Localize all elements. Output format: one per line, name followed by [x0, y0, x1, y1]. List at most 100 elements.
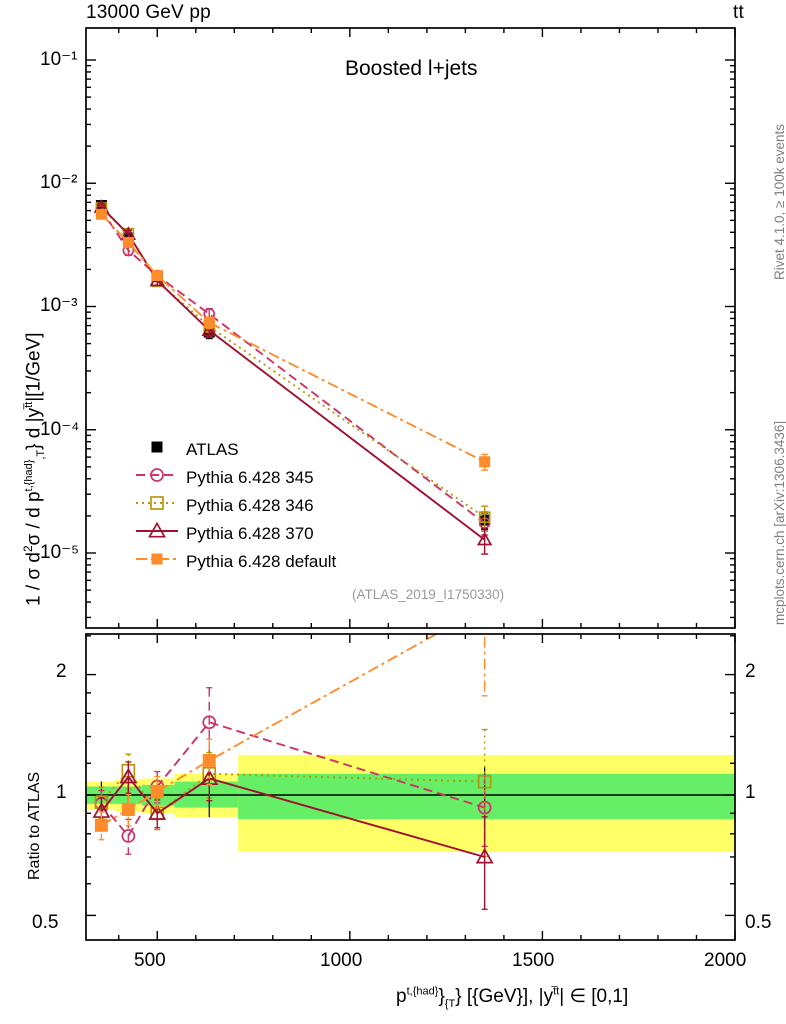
ratio-marker-open-square	[121, 763, 136, 778]
legend-marker-2	[150, 496, 164, 510]
xtick-1500: 1500	[512, 950, 555, 971]
ratio-marker-open-square	[477, 774, 492, 789]
ratio-band-outer	[174, 773, 239, 818]
ratio-line-Pythia-6.428-346	[100, 769, 485, 815]
ratio-ytick-05-right: 0.5	[745, 912, 772, 933]
ratio-marker-filled-square	[202, 753, 216, 767]
ratio-marker-filled-square	[479, 601, 491, 613]
ratio-band-inner	[238, 773, 735, 820]
ratio-marker-open-circle	[94, 797, 109, 811]
ratio-band-inner	[86, 786, 115, 804]
main-marker-open-circle	[151, 269, 164, 282]
main-marker-filled-square	[151, 270, 163, 282]
main-ylabel: 1 / σ d2σ / d pt,{had},T} d |yt̅t|[1/GeV…	[22, 332, 48, 606]
ytick-1e-3: 10⁻³	[40, 295, 78, 316]
ratio-ytick-1-left: 1	[56, 782, 67, 803]
ratio-marker-filled-square	[94, 818, 108, 832]
legend-marker-3	[148, 521, 166, 538]
ytick-1e-2: 10⁻²	[40, 172, 78, 193]
legend-label-345: Pythia 6.428 345	[186, 468, 314, 487]
ratio-line-Pythia-6.428-345	[100, 721, 485, 838]
main-marker-open-triangle	[120, 226, 137, 240]
main-line-Pythia-6.428-default	[100, 213, 486, 463]
main-marker-open-triangle	[201, 322, 217, 336]
panel-title: Boosted l+jets	[345, 57, 478, 80]
ratio-series-layer	[92, 601, 494, 910]
main-marker-open-circle	[95, 203, 108, 216]
main-marker-open-circle	[478, 517, 491, 529]
legend-marker-1	[150, 468, 164, 482]
ratio-band-outer	[114, 780, 142, 812]
ratio-line-Pythia-6.428-370	[100, 775, 485, 858]
ratio-marker-open-square	[94, 795, 109, 809]
ytick-1e-5: 10⁻⁵	[40, 542, 80, 563]
legend-label-346: Pythia 6.428 346	[186, 496, 314, 515]
main-marker-open-square	[95, 202, 108, 214]
main-marker-filled-square	[122, 232, 134, 244]
ratio-marker-filled-square	[150, 785, 164, 799]
main-marker-filled-square	[203, 317, 215, 329]
ratio-band-outer	[238, 754, 735, 853]
ratio-band-inner	[141, 784, 175, 806]
legend-marker-0	[151, 441, 163, 453]
legend-marker-4	[151, 553, 163, 565]
ratio-band-outer	[86, 781, 115, 810]
main-marker-open-circle	[203, 308, 216, 320]
ratio-marker-open-triangle	[92, 802, 111, 818]
main-marker-filled-square	[95, 199, 107, 211]
ratio-marker-filled-square	[121, 802, 135, 816]
ratio-band-outer	[141, 778, 175, 814]
rivet-version-note: Rivet 4.1.0, ≥ 100k events	[772, 124, 786, 280]
xtick-1000: 1000	[320, 950, 363, 971]
mcplots-note: mcplots.cern.ch [arXiv:1306.3436]	[772, 420, 786, 625]
ytick-1e-1: 10⁻¹	[40, 49, 78, 70]
ratio-band-inner	[114, 786, 142, 804]
main-line-Pythia-6.428-370	[100, 206, 486, 541]
legend-label-default: Pythia 6.428 default	[186, 552, 337, 571]
beam-energy-label: 13000 GeV pp	[86, 2, 211, 23]
legend-label-370: Pythia 6.428 370	[186, 524, 314, 543]
ratio-marker-open-square	[202, 766, 217, 781]
main-marker-filled-square	[122, 237, 134, 249]
main-marker-open-triangle	[149, 272, 165, 287]
xaxis-label: pt,{had}}{T} [{GeV}], |yt̅t| ∈ [0,1]	[396, 985, 629, 1010]
main-panel-frame	[85, 27, 736, 629]
ratio-marker-open-circle	[477, 800, 492, 815]
ratio-ytick-05-left: 0.5	[32, 912, 59, 933]
ratio-panel-frame	[85, 633, 736, 941]
process-label: ‾ tt	[733, 0, 744, 23]
xtick-500: 500	[134, 950, 166, 971]
main-marker-open-square	[478, 511, 491, 524]
ratio-marker-open-square	[150, 806, 165, 821]
ratio-marker-open-circle	[202, 715, 217, 730]
ratio-marker-open-triangle	[119, 767, 138, 784]
ratio-ytick-1-right: 1	[745, 782, 756, 803]
main-marker-filled-square	[479, 514, 491, 526]
ratio-ytick-2-left: 2	[56, 661, 67, 682]
main-marker-open-square	[151, 275, 164, 288]
main-marker-open-triangle	[476, 531, 493, 546]
main-marker-open-square	[122, 227, 135, 240]
ratio-line-Pythia-6.428-default	[100, 634, 439, 827]
ratio-marker-open-triangle	[200, 769, 219, 785]
main-marker-open-circle	[122, 244, 135, 257]
ratio-ylabel: Ratio to ATLAS	[26, 771, 43, 880]
main-marker-filled-square	[479, 456, 491, 468]
ratio-marker-open-circle	[121, 829, 136, 843]
main-marker-open-square	[203, 320, 216, 333]
ratio-marker-open-triangle	[475, 847, 494, 864]
main-marker-filled-square	[95, 208, 107, 220]
ratio-marker-open-triangle	[148, 804, 167, 820]
main-marker-open-triangle	[93, 199, 110, 213]
main-marker-filled-square	[151, 271, 163, 283]
analysis-watermark: (ATLAS_2019_I1750330)	[352, 587, 505, 602]
legend-label-atlas: ATLAS	[186, 440, 239, 459]
xtick-2000: 2000	[704, 950, 747, 971]
ratio-marker-open-circle	[150, 779, 165, 794]
ytick-1e-4: 10⁻⁴	[40, 419, 80, 440]
main-marker-filled-square	[203, 326, 215, 338]
ratio-band-inner	[174, 781, 239, 808]
ratio-ytick-2-right: 2	[745, 661, 756, 682]
